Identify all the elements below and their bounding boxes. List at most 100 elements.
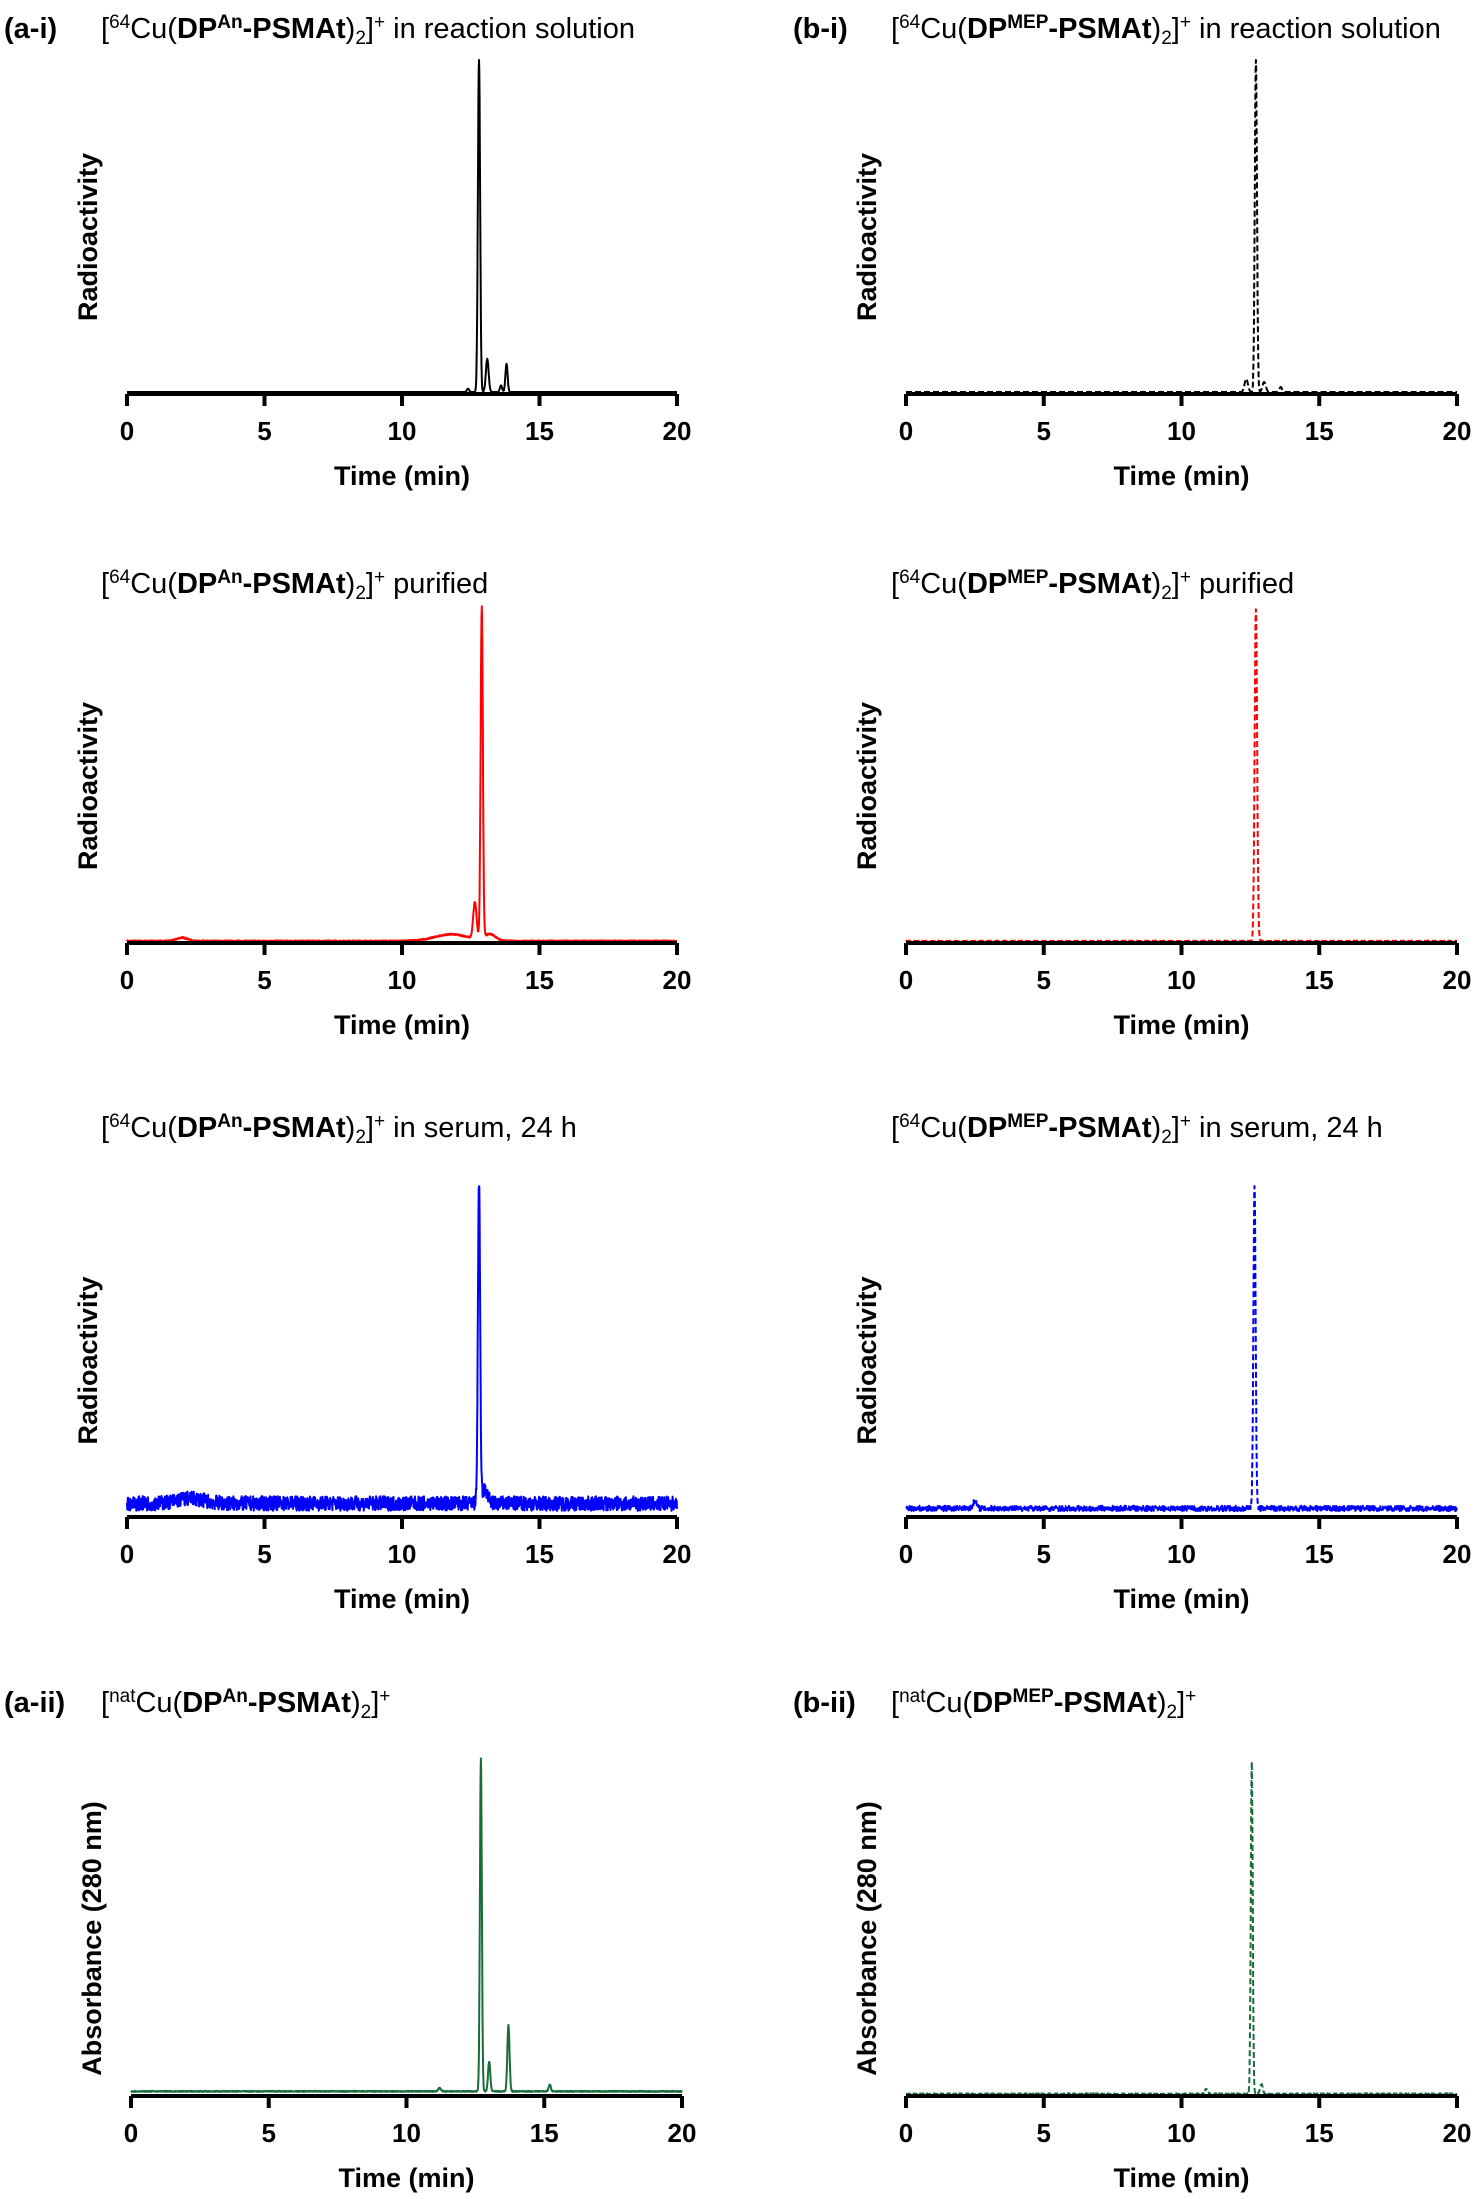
title-part: -PSMAt <box>1048 1112 1151 1144</box>
title-part: [ <box>891 1687 899 1719</box>
x-tick-label: 0 <box>124 2118 138 2148</box>
x-tick-label: 20 <box>1443 2118 1472 2148</box>
x-axis-label: Time (min) <box>1113 1010 1249 1040</box>
x-tick-label: 10 <box>388 416 417 446</box>
y-axis-label: Absorbance (280 nm) <box>77 1801 107 2076</box>
chart-panel-a-i-reaction: (a-i) [64Cu(DPAn-PSMAt)2]+ in reaction so… <box>4 12 691 491</box>
x-tick-label: 10 <box>392 2118 421 2148</box>
title-part: [ <box>891 1112 899 1144</box>
title-part: + <box>374 12 385 33</box>
title-part: -PSMAt <box>1048 13 1151 45</box>
x-tick-label: 10 <box>1167 2118 1196 2148</box>
title-part: ) <box>346 568 356 600</box>
x-tick-label: 10 <box>388 1539 417 1569</box>
title-part: [ <box>101 1112 109 1144</box>
title-part: 64 <box>899 1111 921 1132</box>
y-axis-label: Radioactivity <box>852 1276 882 1444</box>
title-part: nat <box>899 1686 926 1707</box>
x-tick-label: 0 <box>899 965 913 995</box>
chart-title: [natCu(DPMEP-PSMAt)2]+ <box>891 1686 1196 1723</box>
x-tick-label: 0 <box>899 416 913 446</box>
title-part: Cu( <box>135 1687 182 1719</box>
title-part: + <box>374 1111 385 1132</box>
title-part: + <box>379 1686 390 1707</box>
title-part: ) <box>1152 1112 1162 1144</box>
data-trace <box>126 605 678 942</box>
chart-panel-b-i-reaction: (b-i) [64Cu(DPMEP-PSMAt)2]+ in reaction s… <box>793 12 1471 491</box>
x-axis-label: Time (min) <box>1113 1584 1249 1614</box>
title-part: ) <box>346 1112 356 1144</box>
title-part: -PSMAt <box>248 1687 351 1719</box>
title-part: + <box>374 567 385 588</box>
title-part: ) <box>351 1687 361 1719</box>
x-axis-label: Time (min) <box>334 1584 470 1614</box>
x-tick-label: 0 <box>899 1539 913 1569</box>
title-part: + <box>1180 1111 1191 1132</box>
title-part: DP <box>177 13 217 45</box>
title-part: Cu( <box>130 1112 177 1144</box>
title-part: ] <box>1177 1687 1185 1719</box>
title-part: [ <box>101 13 109 45</box>
x-tick-label: 5 <box>1037 965 1051 995</box>
title-part: -PSMAt <box>243 1112 346 1144</box>
title-part: in serum, 24 h <box>385 1112 577 1144</box>
x-tick-label: 20 <box>1443 1539 1472 1569</box>
x-tick-label: 15 <box>525 416 554 446</box>
title-part: nat <box>109 1686 136 1707</box>
x-tick-label: 15 <box>525 1539 554 1569</box>
title-part: DP <box>972 1687 1012 1719</box>
y-axis-label: Radioactivity <box>73 702 103 870</box>
x-tick-label: 5 <box>1037 2118 1051 2148</box>
title-part: ] <box>371 1687 379 1719</box>
title-part: ] <box>366 1112 374 1144</box>
x-tick-label: 20 <box>668 2118 697 2148</box>
title-part: Cu( <box>130 568 177 600</box>
title-part: 64 <box>109 567 131 588</box>
title-part: MEP <box>1013 1686 1055 1707</box>
x-tick-label: 15 <box>1305 2118 1334 2148</box>
chart-title: [64Cu(DPAn-PSMAt)2]+ purified <box>101 567 488 604</box>
title-part: MEP <box>1007 12 1049 33</box>
title-part: DP <box>182 1687 222 1719</box>
title-part: 2 <box>355 583 366 604</box>
y-axis-label: Radioactivity <box>73 153 103 321</box>
title-part: [ <box>101 1687 109 1719</box>
data-trace <box>905 608 1458 942</box>
title-part: An <box>223 1686 248 1707</box>
x-tick-label: 5 <box>257 416 271 446</box>
y-axis-label: Absorbance (280 nm) <box>852 1801 882 2076</box>
title-part: MEP <box>1007 567 1049 588</box>
title-part: [ <box>101 568 109 600</box>
title-part: 2 <box>1161 1127 1172 1148</box>
data-trace <box>126 1185 678 1512</box>
title-part: -PSMAt <box>243 13 346 45</box>
data-trace <box>905 1185 1458 1513</box>
x-axis-label: Time (min) <box>334 461 470 491</box>
x-tick-label: 0 <box>120 965 134 995</box>
x-tick-label: 5 <box>1037 1539 1051 1569</box>
chart-title: [64Cu(DPMEP-PSMAt)2]+ in reaction soluti… <box>891 12 1441 49</box>
title-part: ) <box>1152 568 1162 600</box>
title-part: 64 <box>899 12 921 33</box>
x-tick-label: 5 <box>1037 416 1051 446</box>
chart-panel-b-serum: [64Cu(DPMEP-PSMAt)2]+ in serum, 24 h Radi… <box>852 1111 1471 1614</box>
chart-title: [64Cu(DPMEP-PSMAt)2]+ in serum, 24 h <box>891 1111 1383 1148</box>
chart-panel-a-serum: [64Cu(DPAn-PSMAt)2]+ in serum, 24 h Radio… <box>73 1111 691 1614</box>
x-tick-label: 0 <box>899 2118 913 2148</box>
x-tick-label: 5 <box>257 1539 271 1569</box>
x-tick-label: 20 <box>1443 965 1472 995</box>
chart-panel-b-ii-nat: (b-ii) [natCu(DPMEP-PSMAt)2]+ Absorbance (… <box>793 1686 1471 2193</box>
title-part: An <box>217 1111 242 1132</box>
title-part: DP <box>967 13 1007 45</box>
title-part: 64 <box>899 567 921 588</box>
x-tick-label: 20 <box>663 416 692 446</box>
chart-panel-a-purified: [64Cu(DPAn-PSMAt)2]+ purified Radioactivi… <box>73 567 691 1040</box>
x-axis-label: Time (min) <box>338 2163 474 2193</box>
title-part: DP <box>967 568 1007 600</box>
chart-panel-b-purified: [64Cu(DPMEP-PSMAt)2]+ purified Radioactiv… <box>852 567 1471 1040</box>
x-tick-label: 20 <box>663 1539 692 1569</box>
x-tick-label: 15 <box>1305 416 1334 446</box>
title-part: in serum, 24 h <box>1191 1112 1383 1144</box>
x-tick-label: 10 <box>1167 1539 1196 1569</box>
